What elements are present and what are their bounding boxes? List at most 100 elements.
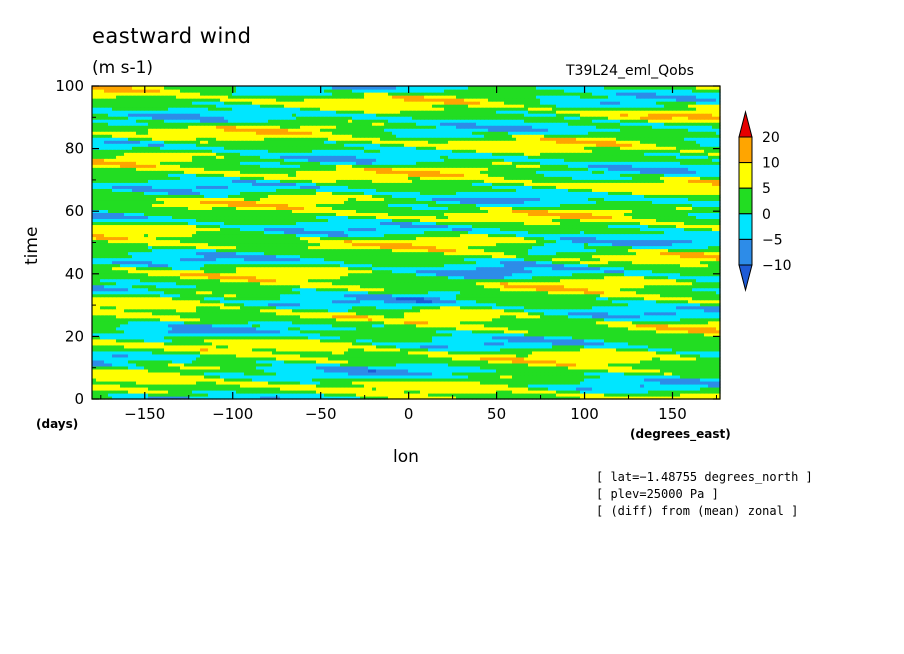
field-cell: [408, 377, 413, 382]
field-cell: [104, 377, 109, 382]
field-cell: [604, 374, 609, 379]
field-cell: [440, 380, 445, 385]
field-cell: [500, 359, 505, 364]
field-cell: [264, 374, 269, 379]
field-cell: [192, 374, 197, 379]
field-cell: [384, 386, 389, 391]
field-cell: [392, 362, 397, 367]
field-cell: [344, 392, 349, 397]
field-cell: [528, 392, 533, 397]
field-cell: [112, 374, 117, 379]
field-cell: [160, 374, 165, 379]
field-cell: [112, 392, 117, 397]
field-cell: [308, 383, 313, 388]
field-cell: [528, 383, 533, 388]
field-cell: [108, 365, 113, 370]
field-cell: [652, 383, 657, 388]
field-cell: [484, 365, 489, 370]
field-cell: [212, 362, 217, 367]
field-cell: [632, 380, 637, 385]
field-cell: [360, 389, 365, 394]
field-cell: [172, 395, 177, 400]
field-cell: [436, 389, 441, 394]
field-cell: [152, 362, 157, 367]
field-cell: [192, 365, 197, 370]
field-cell: [240, 389, 245, 394]
field-cell: [360, 386, 365, 391]
field-cell: [696, 392, 701, 397]
field-cell: [228, 389, 233, 394]
field-cell: [408, 362, 413, 367]
field-cell: [388, 371, 393, 376]
field-cell: [216, 356, 221, 361]
field-cell: [304, 377, 309, 382]
field-cell: [408, 386, 413, 391]
field-cell: [240, 374, 245, 379]
field-cell: [124, 380, 129, 385]
field-cell: [200, 389, 205, 394]
field-cell: [372, 362, 377, 367]
field-cell: [700, 368, 705, 373]
field-cell: [252, 356, 257, 361]
field-cell: [340, 374, 345, 379]
field-cell: [124, 356, 129, 361]
field-cell: [680, 362, 685, 367]
field-cell: [328, 359, 333, 364]
field-cell: [544, 365, 549, 370]
field-cell: [492, 356, 497, 361]
field-cell: [592, 371, 597, 376]
field-cell: [104, 362, 109, 367]
field-cell: [244, 380, 249, 385]
field-cell: [484, 380, 489, 385]
field-cell: [456, 368, 461, 373]
field-cell: [448, 374, 453, 379]
field-cell: [684, 362, 689, 367]
field-cell: [120, 371, 125, 376]
field-cell: [612, 386, 617, 391]
field-cell: [636, 389, 641, 394]
field-cell: [464, 374, 469, 379]
field-cell: [692, 386, 697, 391]
field-cell: [444, 392, 449, 397]
field-cell: [672, 377, 677, 382]
field-cell: [532, 362, 537, 367]
field-cell: [376, 377, 381, 382]
field-cell: [272, 395, 277, 400]
field-cell: [456, 374, 461, 379]
field-cell: [652, 395, 657, 400]
field-cell: [520, 377, 525, 382]
field-cell: [480, 377, 485, 382]
field-cell: [340, 368, 345, 373]
field-cell: [240, 386, 245, 391]
field-cell: [324, 395, 329, 400]
field-cell: [116, 374, 121, 379]
field-cell: [476, 389, 481, 394]
field-cell: [488, 395, 493, 400]
field-cell: [200, 380, 205, 385]
field-cell: [120, 362, 125, 367]
field-cell: [172, 371, 177, 376]
field-cell: [164, 359, 169, 364]
field-cell: [584, 383, 589, 388]
field-cell: [436, 362, 441, 367]
field-cell: [512, 380, 517, 385]
field-cell: [328, 383, 333, 388]
field-cell: [640, 386, 645, 391]
field-cell: [692, 389, 697, 394]
field-cell: [292, 362, 297, 367]
field-cell: [464, 359, 469, 364]
field-cell: [524, 395, 529, 400]
field-cell: [632, 371, 637, 376]
field-cell: [92, 377, 97, 382]
field-cell: [228, 365, 233, 370]
field-cell: [140, 362, 145, 367]
field-cell: [136, 377, 141, 382]
field-cell: [540, 380, 545, 385]
field-cell: [200, 377, 205, 382]
field-cell: [604, 380, 609, 385]
field-cell: [496, 374, 501, 379]
field-cell: [364, 374, 369, 379]
field-cell: [508, 371, 513, 376]
field-cell: [204, 395, 209, 400]
field-cell: [212, 389, 217, 394]
